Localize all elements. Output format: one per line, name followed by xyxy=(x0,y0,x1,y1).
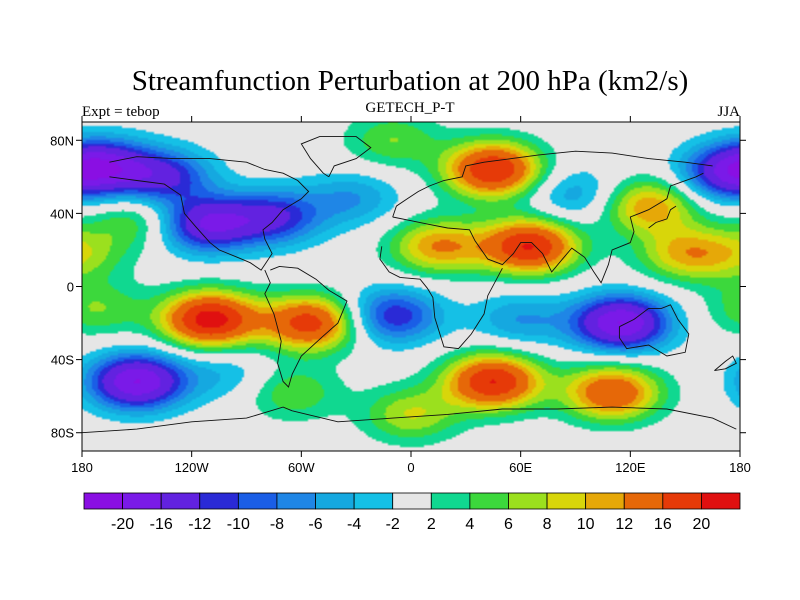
colorbar-swatch xyxy=(237,492,278,510)
y-tick-label: 0 xyxy=(67,280,74,295)
colorbar: -20 -16 -12 -10 -8 -6 -4 -2 2 4 6 8 10 12 16 20 xyxy=(83,492,741,533)
colorbar-label: 4 xyxy=(465,516,474,533)
chart-title: Streamfunction Perturbation at 200 hPa (… xyxy=(132,65,689,97)
colorbar-swatch xyxy=(701,492,741,510)
colorbar-label: 10 xyxy=(577,516,595,533)
colorbar-swatch xyxy=(83,492,123,510)
coastline-segment xyxy=(714,355,737,372)
colorbar-label: -12 xyxy=(188,516,211,533)
coastline-segment xyxy=(648,205,677,229)
y-tick-label: 80S xyxy=(51,426,74,441)
coastline-segment xyxy=(379,246,503,350)
streamfunction-field xyxy=(82,122,740,451)
x-tick-label: 180 xyxy=(729,460,751,475)
colorbar-label: 16 xyxy=(654,516,672,533)
subtitle-center: GETECH_P-T xyxy=(365,100,454,116)
colorbar-swatch xyxy=(353,492,394,510)
colorbar-label: -16 xyxy=(150,516,173,533)
colorbar-swatch xyxy=(160,492,201,510)
colorbar-label: 2 xyxy=(427,516,436,533)
colorbar-swatch xyxy=(546,492,587,510)
colorbar-label: -4 xyxy=(347,516,361,533)
colorbar-swatch xyxy=(508,492,548,510)
colorbar-label: 12 xyxy=(615,516,633,533)
x-tick-label: 60W xyxy=(288,460,315,475)
axis-ticks: 180 120W 60W 0 60E 120E 180 80N 40N 0 40S 80S xyxy=(50,116,751,475)
coastline-segment xyxy=(81,406,293,434)
colorbar-label: 8 xyxy=(543,516,552,533)
colorbar-swatch xyxy=(276,492,316,510)
colorbar-label: -10 xyxy=(227,516,250,533)
y-tick-label: 40S xyxy=(51,353,74,368)
colorbar-label: -8 xyxy=(270,516,284,533)
colorbar-swatch xyxy=(315,492,355,510)
colorbar-label: -2 xyxy=(386,516,400,533)
colorbar-label: -20 xyxy=(111,516,134,533)
coastlines xyxy=(81,136,737,434)
coastline-segment xyxy=(392,172,704,284)
colorbar-swatch xyxy=(122,492,162,510)
coastline-segment xyxy=(392,150,713,218)
colorbar-swatch xyxy=(623,492,664,510)
colorbar-label: 20 xyxy=(693,516,711,533)
x-tick-label: 180 xyxy=(71,460,93,475)
colorbar-label: -6 xyxy=(308,516,322,533)
colorbar-swatch xyxy=(662,492,702,510)
coastline-segment xyxy=(300,136,372,178)
colorbar-label: 6 xyxy=(504,516,513,533)
x-tick-label: 0 xyxy=(407,460,414,475)
coastline-segment xyxy=(618,304,690,357)
colorbar-swatch xyxy=(199,492,239,510)
coastline-segment xyxy=(264,265,348,388)
colorbar-swatch xyxy=(392,492,432,510)
colorbar-swatch xyxy=(585,492,625,510)
y-tick-label: 80N xyxy=(50,133,74,148)
subtitle-left: Expt = tebop xyxy=(82,104,160,120)
subtitle-right: JJA xyxy=(717,104,740,120)
map-plot xyxy=(81,121,741,452)
coastline-segment xyxy=(109,156,310,271)
x-tick-label: 120E xyxy=(615,460,646,475)
colorbar-swatch xyxy=(430,492,471,510)
colorbar-swatch xyxy=(469,492,509,510)
x-tick-label: 120W xyxy=(175,460,210,475)
coastline-segment xyxy=(292,406,737,430)
y-tick-label: 40N xyxy=(50,206,74,221)
x-tick-label: 60E xyxy=(509,460,532,475)
